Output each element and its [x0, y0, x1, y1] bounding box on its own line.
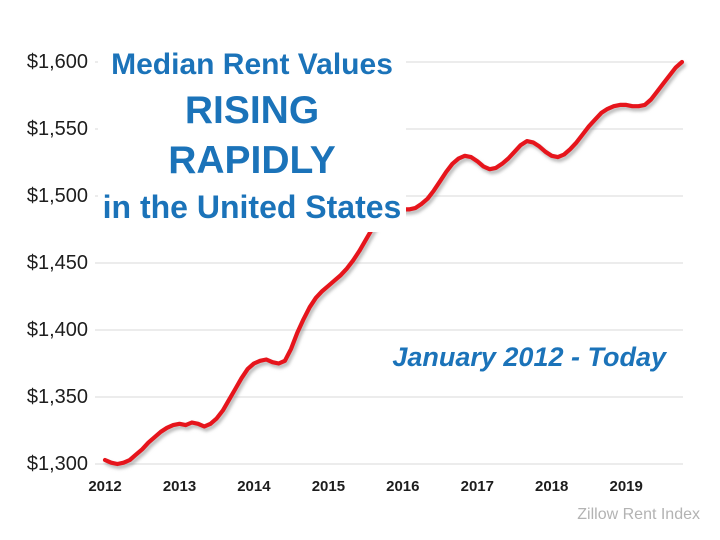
chart-title-line-1: Median Rent Values — [111, 48, 393, 81]
source-label: Zillow Rent Index — [577, 506, 700, 523]
date-range-label: January 2012 - Today — [392, 342, 666, 372]
chart-title-line-2: RISING RAPIDLY — [168, 89, 336, 182]
chart-title-line-3: in the United States — [102, 189, 402, 225]
chart-title: Median Rent Values RISING RAPIDLY in the… — [98, 42, 406, 232]
